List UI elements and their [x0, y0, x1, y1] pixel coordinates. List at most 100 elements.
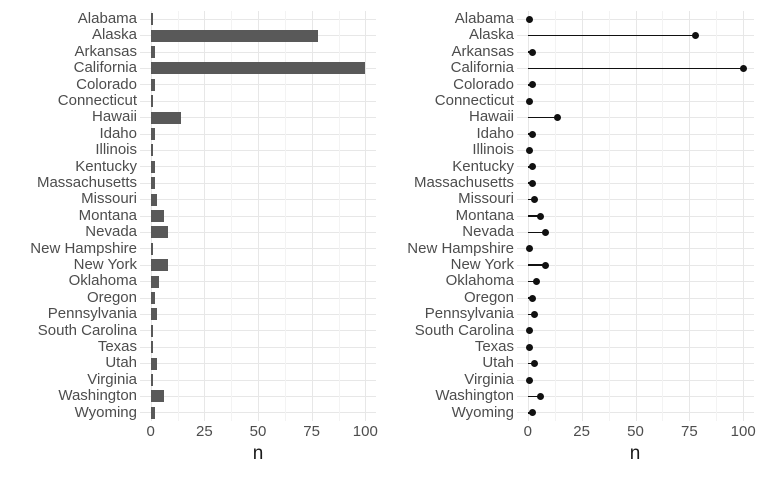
y-axis-label: Alabama	[77, 10, 137, 27]
grid-line-vertical-minor	[338, 11, 340, 421]
y-axis-label: Hawaii	[468, 108, 514, 126]
bar	[150, 193, 158, 206]
bar	[150, 374, 153, 386]
y-axis-label: Idaho	[476, 124, 514, 142]
lollipop-segment	[527, 395, 541, 398]
grid-line-vertical-major	[258, 11, 259, 421]
lollipop-dot	[554, 114, 562, 122]
lollipop-dot	[528, 179, 536, 187]
bar	[150, 406, 155, 419]
y-axis-label: Utah	[105, 354, 137, 372]
lollipop-segment	[527, 264, 545, 266]
bar	[150, 160, 155, 173]
lollipop-dot	[537, 212, 545, 220]
y-axis-label: Connecticut	[57, 92, 137, 109]
bar	[150, 177, 155, 190]
y-axis-label: Washington	[58, 387, 137, 405]
y-axis-label: South Carolina	[414, 321, 514, 339]
bar	[150, 78, 155, 91]
lollipop-segment	[527, 280, 537, 283]
lollipop-dot	[526, 97, 534, 105]
y-axis-label: Pennsylvania	[424, 305, 514, 323]
bar	[150, 62, 366, 75]
x-tick-label: 50	[627, 423, 644, 440]
y-axis-label: Kentucky	[75, 157, 137, 175]
y-axis-label: Wyoming	[74, 403, 137, 421]
y-axis-label: Alaska	[468, 26, 514, 44]
lollipop-dot	[528, 294, 536, 302]
grid-line-vertical-major	[635, 11, 637, 421]
y-axis-label: Virginia	[464, 370, 514, 388]
lollipop-dot	[528, 130, 536, 138]
grid-line-vertical-minor	[608, 11, 610, 421]
bar	[150, 292, 155, 304]
grid-line-vertical-minor	[231, 11, 233, 421]
grid-line-vertical-minor	[554, 11, 556, 421]
y-axis-label: Kentucky	[452, 157, 514, 175]
bar	[150, 29, 318, 42]
x-tick-label: 75	[681, 423, 698, 440]
y-axis-label: Oregon	[86, 288, 137, 306]
y-axis-label: Illinois	[472, 141, 514, 159]
lollipop-dot	[541, 228, 549, 236]
y-axis-label: Wyoming	[451, 403, 514, 421]
bar	[150, 111, 181, 124]
x-tick-label: 25	[196, 423, 213, 440]
bar	[150, 128, 155, 140]
y-axis-label: Idaho	[99, 124, 137, 142]
x-tick-label: 50	[249, 423, 267, 440]
lollipop-dot	[526, 376, 534, 384]
y-axis-label: South Carolina	[37, 321, 137, 339]
grid-line-vertical-major	[743, 11, 745, 421]
y-axis-label: Washington	[435, 387, 514, 405]
lollipop-dot	[530, 360, 538, 368]
lollipop-dot	[530, 310, 538, 318]
y-axis-label: New Hampshire	[30, 239, 137, 257]
y-axis-label: Arkansas	[451, 42, 514, 60]
y-axis-label: Connecticut	[434, 92, 514, 109]
y-axis-label: Missouri	[458, 190, 514, 208]
lollipop-dot	[739, 64, 747, 72]
y-axis-label: Oklahoma	[445, 272, 514, 290]
bar	[150, 341, 153, 354]
y-axis-label: Massachusetts	[36, 174, 137, 191]
bar	[150, 242, 153, 255]
grid-line-vertical-major	[581, 11, 583, 421]
y-axis-label: Montana	[455, 206, 514, 224]
bar	[150, 259, 168, 272]
grid-line-vertical-minor	[662, 11, 664, 421]
x-tick-label: 0	[146, 423, 155, 440]
y-axis-label: Pennsylvania	[47, 305, 137, 323]
lollipop-dot	[530, 196, 538, 204]
grid-line-vertical-major	[311, 11, 313, 421]
grid-line-vertical-major	[365, 11, 367, 421]
bar	[150, 308, 158, 321]
x-tick-label: 100	[730, 423, 756, 440]
x-tick-label: 25	[573, 423, 590, 440]
bar	[150, 324, 153, 337]
y-axis-label: Oregon	[463, 288, 514, 306]
x-tick-label: 100	[352, 423, 378, 440]
bar	[150, 226, 168, 239]
y-axis-label: Massachusetts	[413, 174, 514, 191]
y-axis-label: Nevada	[462, 223, 514, 241]
lollipop-dot	[526, 146, 534, 154]
y-axis-label: Colorado	[453, 75, 514, 93]
lollipop-dot	[526, 343, 534, 351]
lollipop-dot	[541, 261, 549, 269]
y-axis-label: Alabama	[454, 10, 514, 27]
lollipop-dot	[526, 327, 534, 335]
lollipop-dot	[528, 409, 536, 417]
y-axis-label: New York	[450, 256, 514, 273]
lollipop-segment	[527, 215, 541, 217]
y-axis-label: Alaska	[91, 26, 137, 44]
bar	[150, 13, 153, 26]
y-axis-label: Virginia	[87, 370, 137, 388]
y-axis-label: Texas	[97, 338, 137, 355]
lollipop-dot	[528, 81, 536, 89]
y-axis-label: New York	[73, 256, 137, 273]
lollipop-dot	[528, 48, 536, 56]
y-axis-label: Montana	[78, 206, 137, 224]
bar	[150, 275, 160, 288]
